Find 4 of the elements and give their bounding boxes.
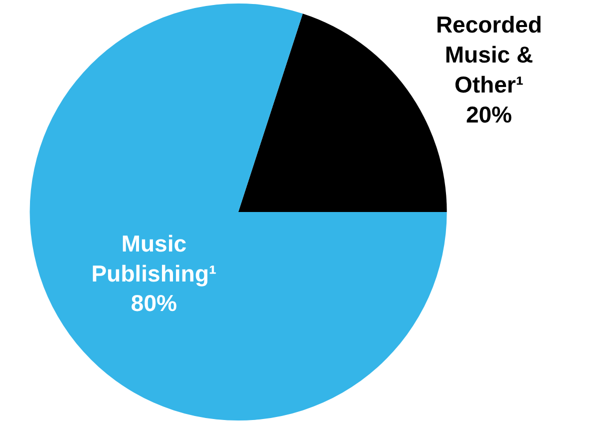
slice-label: Recorded Music & Other¹ <box>436 12 542 98</box>
slice-label: Music Publishing¹ <box>91 230 217 286</box>
data-label: 20% <box>466 101 512 128</box>
data-label: 80% <box>130 290 177 316</box>
